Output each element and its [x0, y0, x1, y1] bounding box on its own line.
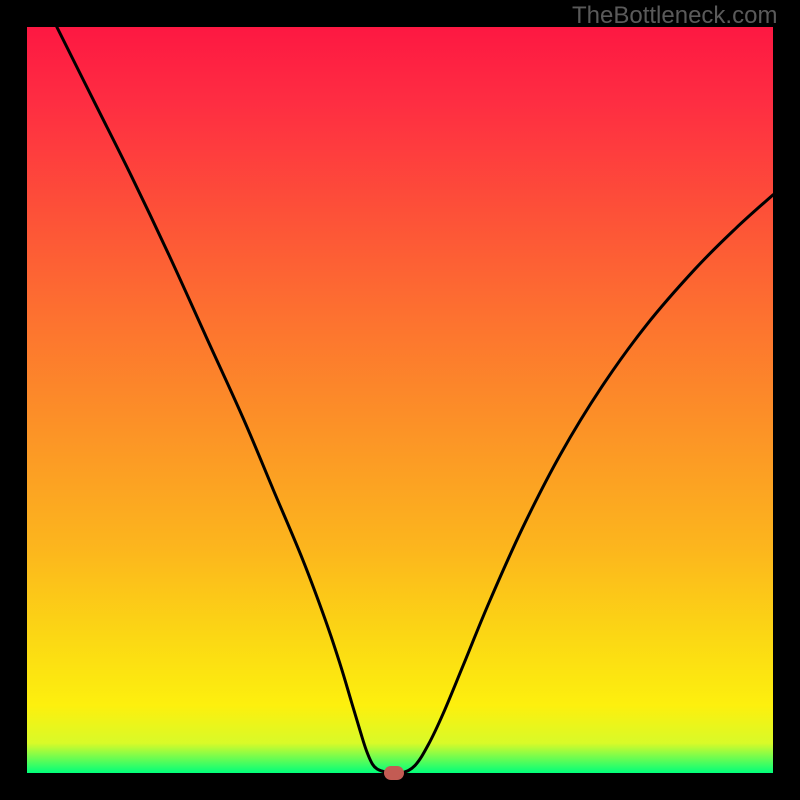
gradient-plot-area — [27, 27, 773, 773]
watermark-label: TheBottleneck.com — [572, 2, 777, 30]
bottleneck-curve — [27, 27, 773, 773]
chart-frame: TheBottleneck.com — [0, 0, 800, 800]
optimum-marker — [384, 766, 404, 780]
